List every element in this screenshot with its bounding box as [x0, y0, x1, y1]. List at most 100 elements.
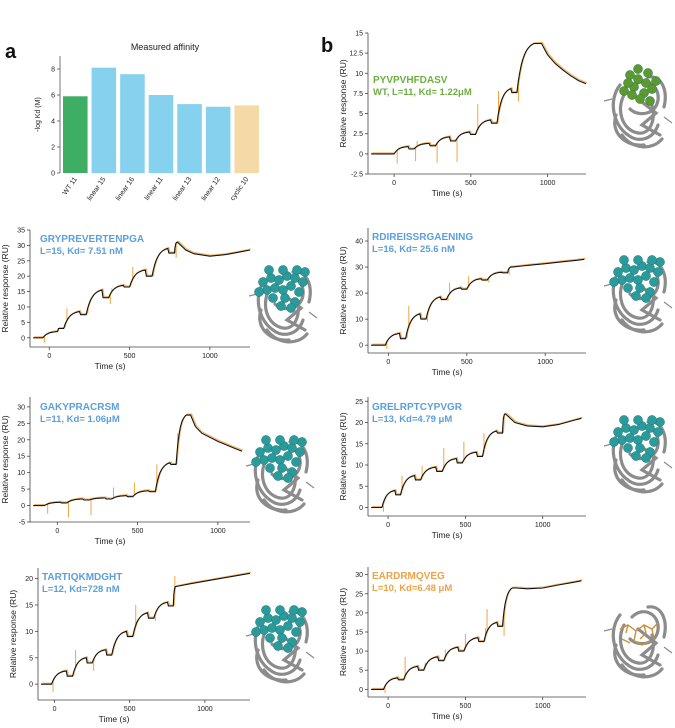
peptide-atom: [617, 435, 627, 445]
y-tick-label: 10: [25, 629, 33, 636]
y-tick-label: 7.5: [353, 91, 363, 98]
peptide-atom: [280, 293, 290, 303]
peptide-atom: [297, 437, 307, 447]
peptide-atom: [617, 275, 627, 285]
fit-curve: [33, 414, 243, 507]
protein-ribbon: [646, 75, 667, 109]
peptide-sequence: GRELRPTCYPVGR: [372, 402, 463, 413]
peptide-atom: [261, 435, 271, 445]
peptide-atom: [625, 70, 635, 80]
peptide-atom: [653, 267, 663, 277]
peptide-atom: [298, 277, 308, 287]
x-tick-label: 1000: [540, 180, 556, 187]
protein-structure: [245, 605, 315, 684]
y-tick-label: 15: [355, 441, 363, 448]
y-tick-label: 8: [51, 67, 55, 74]
peptide-atom: [271, 615, 281, 625]
peptide-atom: [271, 445, 281, 455]
peptide-atom: [625, 273, 635, 283]
peptide-atom: [613, 267, 623, 277]
peptide-atom: [265, 463, 275, 473]
y-axis-label: Relative response (RU): [338, 588, 348, 677]
y-tick-label: 5: [359, 111, 363, 118]
peptide-atom: [649, 437, 659, 447]
x-axis-label: Time (s): [99, 714, 130, 724]
x-tick-label: 0: [386, 703, 390, 710]
y-tick-label: 20: [25, 576, 33, 583]
peptide-atom: [641, 271, 651, 281]
y-tick-label: 25: [17, 421, 25, 428]
peptide-atom: [283, 451, 293, 461]
peptide-atom: [300, 267, 310, 277]
peptide-atom: [609, 437, 619, 447]
y-tick-label: 20: [355, 420, 363, 427]
y-tick-label: 30: [355, 265, 363, 272]
peptide-atom: [613, 427, 623, 437]
x-tick-label: 500: [124, 706, 136, 713]
peptide-atom: [635, 94, 645, 104]
x-tick-label: 0: [386, 359, 390, 366]
protein-ribbon: [620, 478, 664, 494]
protein-ribbon: [620, 318, 664, 334]
peptide-info: L=10, Kd=6.48 μM: [372, 583, 452, 594]
y-tick-label: 15: [25, 602, 33, 609]
peptide-atom: [255, 447, 265, 457]
peptide-atom: [641, 431, 651, 441]
protein-ribbon: [646, 605, 667, 639]
y-axis-label: Relative response (RU): [0, 244, 10, 333]
peptide-atom: [641, 293, 651, 303]
y-tick-label: 0: [359, 343, 363, 350]
peptide-atom: [619, 415, 629, 425]
peptide-atom: [291, 627, 301, 637]
x-tick-label: linear 15: [86, 176, 107, 202]
x-tick-label: 1000: [197, 706, 213, 713]
peptide-atom: [645, 96, 655, 106]
spr-chart-p16: 0 10 20 30 40 0 500 1000 Time (s) Relative respon…: [338, 228, 673, 377]
peptide-atom: [273, 471, 283, 481]
peptide-atom: [291, 457, 301, 467]
x-tick-label: linear 16: [115, 176, 136, 202]
y-tick-label: 0: [29, 682, 33, 689]
peptide-atom: [647, 415, 657, 425]
peptide-atom: [277, 633, 287, 643]
peptide-atom: [274, 275, 284, 285]
y-tick-label: 40: [355, 239, 363, 246]
peptide-atom: [267, 453, 277, 463]
peptide-atom: [629, 425, 639, 435]
x-tick-label: 500: [132, 528, 144, 535]
peptide-atom: [251, 627, 261, 637]
peptide-atom: [259, 625, 269, 635]
peptide-atom: [292, 265, 302, 275]
y-axis-label: Relative response (RU): [0, 415, 10, 504]
y-tick-label: 20: [355, 610, 363, 617]
y-tick-label: 15: [355, 630, 363, 637]
peptide-atom: [275, 455, 285, 465]
peptide-atom: [283, 643, 293, 653]
peptide-atom: [267, 623, 277, 633]
y-tick-label: 15: [17, 454, 25, 461]
peptide-sequence: EARDRMQVEG: [372, 571, 445, 582]
spr-chart-wt: -2.5 0 2.5 5 7.5 10 12.5 15 0 500 1000 Time (s) Rela…: [338, 31, 673, 198]
y-tick-label: 4: [51, 119, 55, 126]
raw-trace: [34, 413, 244, 506]
x-tick-label: linear 12: [201, 176, 222, 202]
peptide-atom: [625, 433, 635, 443]
x-tick-label: 0: [47, 353, 51, 360]
peptide-atom: [619, 86, 629, 96]
bar-linear-13: [177, 104, 202, 173]
spr-chart-p13: 0 5 10 15 20 25 0 500 1000 Time (s) Relative respo…: [338, 397, 673, 540]
peptide-info: L=15, Kd= 7.51 nM: [40, 246, 123, 257]
peptide-atom: [609, 277, 619, 287]
y-axis-label: Relative response (RU): [8, 590, 18, 679]
peptide-atom: [633, 435, 643, 445]
x-tick-label: 1000: [535, 703, 551, 710]
y-tick-label: 10: [355, 649, 363, 656]
protein-structure: [603, 255, 673, 334]
peptide-atom: [631, 291, 641, 301]
peptide-atom: [633, 255, 643, 265]
y-tick-label: 15: [355, 31, 363, 38]
x-tick-label: 500: [460, 522, 472, 529]
peptide-info: WT, L=11, Kd= 1.22μM: [373, 87, 472, 98]
peptide-atom: [635, 443, 645, 453]
